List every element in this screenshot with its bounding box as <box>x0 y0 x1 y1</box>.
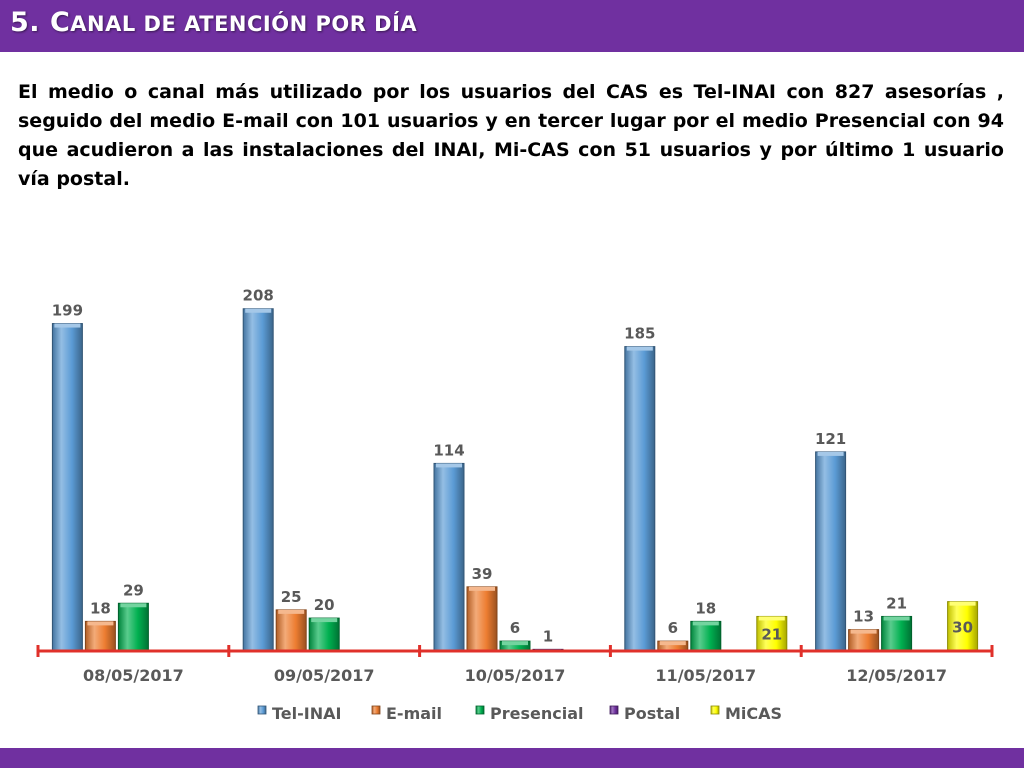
bar-presencial <box>690 620 722 652</box>
bar-presencial <box>881 615 913 652</box>
data-label: 21 <box>886 594 907 612</box>
data-label: 208 <box>243 287 274 305</box>
x-tick-label: 11/05/2017 <box>655 666 756 685</box>
slide-title: 5. CANAL DE ATENCIÓN POR DÍA <box>10 7 417 38</box>
data-label: 6 <box>668 619 678 637</box>
bar-e-mail <box>84 620 116 652</box>
bar-presencial <box>308 617 340 652</box>
bar-top-highlight <box>659 641 686 646</box>
legend-swatch-micas <box>710 705 720 715</box>
bar-tel-inai <box>815 451 847 652</box>
legend-label: Postal <box>624 704 680 723</box>
bar-top-highlight <box>626 346 653 351</box>
title-bar: 5. CANAL DE ATENCIÓN POR DÍA <box>0 0 1024 52</box>
bar-tel-inai <box>51 323 83 652</box>
bar-tel-inai <box>624 346 656 652</box>
data-label: 20 <box>314 596 335 614</box>
slide-title-lead: 5. C <box>10 7 71 38</box>
bar-top-highlight <box>883 616 910 621</box>
data-label: 6 <box>510 619 520 637</box>
data-label: 18 <box>90 599 111 617</box>
legend-swatch-postal <box>609 705 619 715</box>
bar-tel-inai <box>433 462 465 652</box>
bar-top-highlight <box>817 451 844 456</box>
data-label: 114 <box>433 441 464 459</box>
data-label: 199 <box>52 302 83 320</box>
bar-top-highlight <box>502 641 528 646</box>
bar-top-highlight <box>120 603 147 608</box>
bar-tel-inai <box>242 308 274 652</box>
bar-top-highlight <box>436 463 462 468</box>
data-label: 39 <box>472 565 493 583</box>
data-label: 13 <box>853 608 874 626</box>
bar-top-highlight <box>692 621 719 626</box>
legend-label: Tel-INAI <box>272 704 341 723</box>
legend-swatch-tel-inai <box>257 705 267 715</box>
bar-top-highlight <box>245 308 272 313</box>
bottom-bar <box>0 748 1024 768</box>
data-label: 30 <box>952 618 973 636</box>
x-tick-label: 10/05/2017 <box>465 666 566 685</box>
legend-label: E-mail <box>386 704 442 723</box>
bar-top-highlight <box>87 621 114 626</box>
data-label: 21 <box>761 626 782 644</box>
bar-top-highlight <box>949 601 976 606</box>
x-tick-label: 08/05/2017 <box>83 666 184 685</box>
bar-top-highlight <box>278 609 305 614</box>
x-tick-label: 09/05/2017 <box>274 666 375 685</box>
bar-top-highlight <box>758 616 785 621</box>
bar-presencial <box>117 602 149 652</box>
data-label: 25 <box>281 588 302 606</box>
bar-micas <box>947 601 979 652</box>
legend-label: Presencial <box>490 704 583 723</box>
intro-paragraph: El medio o canal más utilizado por los u… <box>18 81 1004 190</box>
legend-swatch-presencial <box>475 705 485 715</box>
bar-chart: 199 18 29 208 25 20 114 39 6 1 185 6 18 21 121 13 21 30 08… <box>36 287 994 723</box>
slide-title-rest: ANAL DE ATENCIÓN POR DÍA <box>70 12 418 36</box>
legend-label: MiCAS <box>725 704 782 723</box>
legend-swatch-e-mail <box>371 705 381 715</box>
x-tick-label: 12/05/2017 <box>846 666 947 685</box>
bar-e-mail <box>466 586 498 652</box>
data-label: 185 <box>624 325 655 343</box>
bar-top-highlight <box>469 586 495 591</box>
data-label: 18 <box>695 599 716 617</box>
bar-e-mail <box>275 609 307 652</box>
data-label: 1 <box>543 627 553 645</box>
bar-top-highlight <box>311 618 338 623</box>
data-label: 29 <box>123 581 144 599</box>
bar-top-highlight <box>54 323 81 328</box>
data-label: 121 <box>815 430 846 448</box>
bar-top-highlight <box>850 629 877 634</box>
